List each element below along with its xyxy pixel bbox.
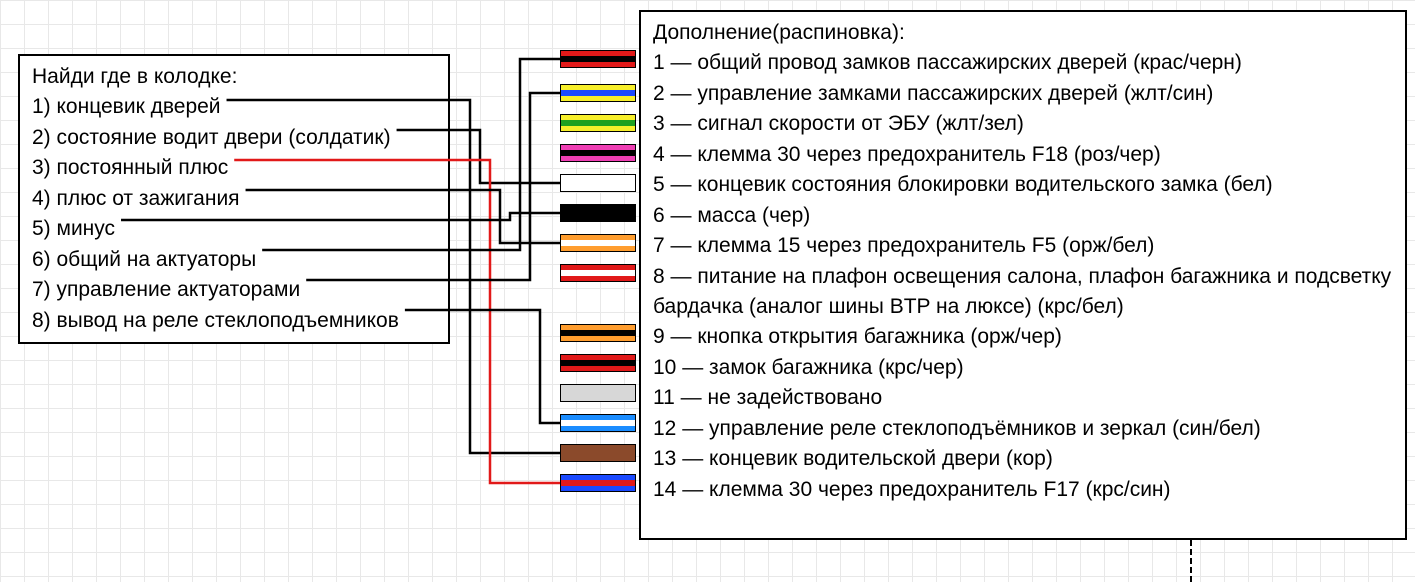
pin-desc-2: 2 — управление замками пассажирских двер… xyxy=(653,79,1393,109)
pin-desc-1: 1 — общий провод замков пассажирских две… xyxy=(653,48,1393,78)
pin-desc-5: 5 — концевик состояния блокировки водите… xyxy=(653,170,1393,200)
pin-desc-10: 10 — замок багажника (крс/чер) xyxy=(653,353,1393,383)
left-item-3: 3) постоянный плюс xyxy=(32,153,436,183)
left-item-2: 2) состояние водит двери (солдатик) xyxy=(32,123,436,153)
pin-desc-13: 13 — концевик водительской двери (кор) xyxy=(653,444,1393,474)
dashed-marker xyxy=(1190,540,1192,582)
pin-desc-14: 14 — клемма 30 через предохранитель F17 … xyxy=(653,475,1393,505)
swatch-pin-7 xyxy=(560,234,636,252)
swatch-pin-13 xyxy=(560,444,636,462)
swatch-pin-9 xyxy=(560,324,636,342)
swatch-pin-12 xyxy=(560,414,636,432)
swatch-pin-14 xyxy=(560,474,636,492)
left-item-5: 5) минус xyxy=(32,214,436,244)
swatch-pin-11 xyxy=(560,384,636,402)
swatch-pin-1 xyxy=(560,50,636,68)
left-box: Найди где в колодке: 1) концевик дверей2… xyxy=(18,54,450,344)
pin-desc-8: 8 — питание на плафон освещения салона, … xyxy=(653,262,1393,323)
swatch-column xyxy=(560,50,636,510)
swatch-pin-5 xyxy=(560,174,636,192)
left-item-1: 1) концевик дверей xyxy=(32,92,436,122)
pin-desc-12: 12 — управление реле стеклоподъёмников и… xyxy=(653,414,1393,444)
swatch-pin-10 xyxy=(560,354,636,372)
swatch-pin-4 xyxy=(560,144,636,162)
swatch-pin-3 xyxy=(560,114,636,132)
left-item-7: 7) управление актуаторами xyxy=(32,275,436,305)
pin-desc-6: 6 — масса (чер) xyxy=(653,201,1393,231)
pin-desc-9: 9 — кнопка открытия багажника (орж/чер) xyxy=(653,322,1393,352)
swatch-pin-6 xyxy=(560,204,636,222)
left-item-4: 4) плюс от зажигания xyxy=(32,184,436,214)
swatch-pin-8 xyxy=(560,264,636,282)
pin-desc-4: 4 — клемма 30 через предохранитель F18 (… xyxy=(653,140,1393,170)
pin-desc-11: 11 — не задействовано xyxy=(653,383,1393,413)
swatch-pin-2 xyxy=(560,84,636,102)
pin-desc-3: 3 — сигнал скорости от ЭБУ (жлт/зел) xyxy=(653,109,1393,139)
left-box-title: Найди где в колодке: xyxy=(32,62,436,92)
left-item-6: 6) общий на актуаторы xyxy=(32,245,436,275)
right-box-title: Дополнение(распиновка): xyxy=(653,18,1393,48)
right-box: Дополнение(распиновка): 1 — общий провод… xyxy=(639,10,1407,540)
pin-desc-7: 7 — клемма 15 через предохранитель F5 (о… xyxy=(653,231,1393,261)
left-item-8: 8) вывод на реле стеклоподъемников xyxy=(32,306,436,336)
